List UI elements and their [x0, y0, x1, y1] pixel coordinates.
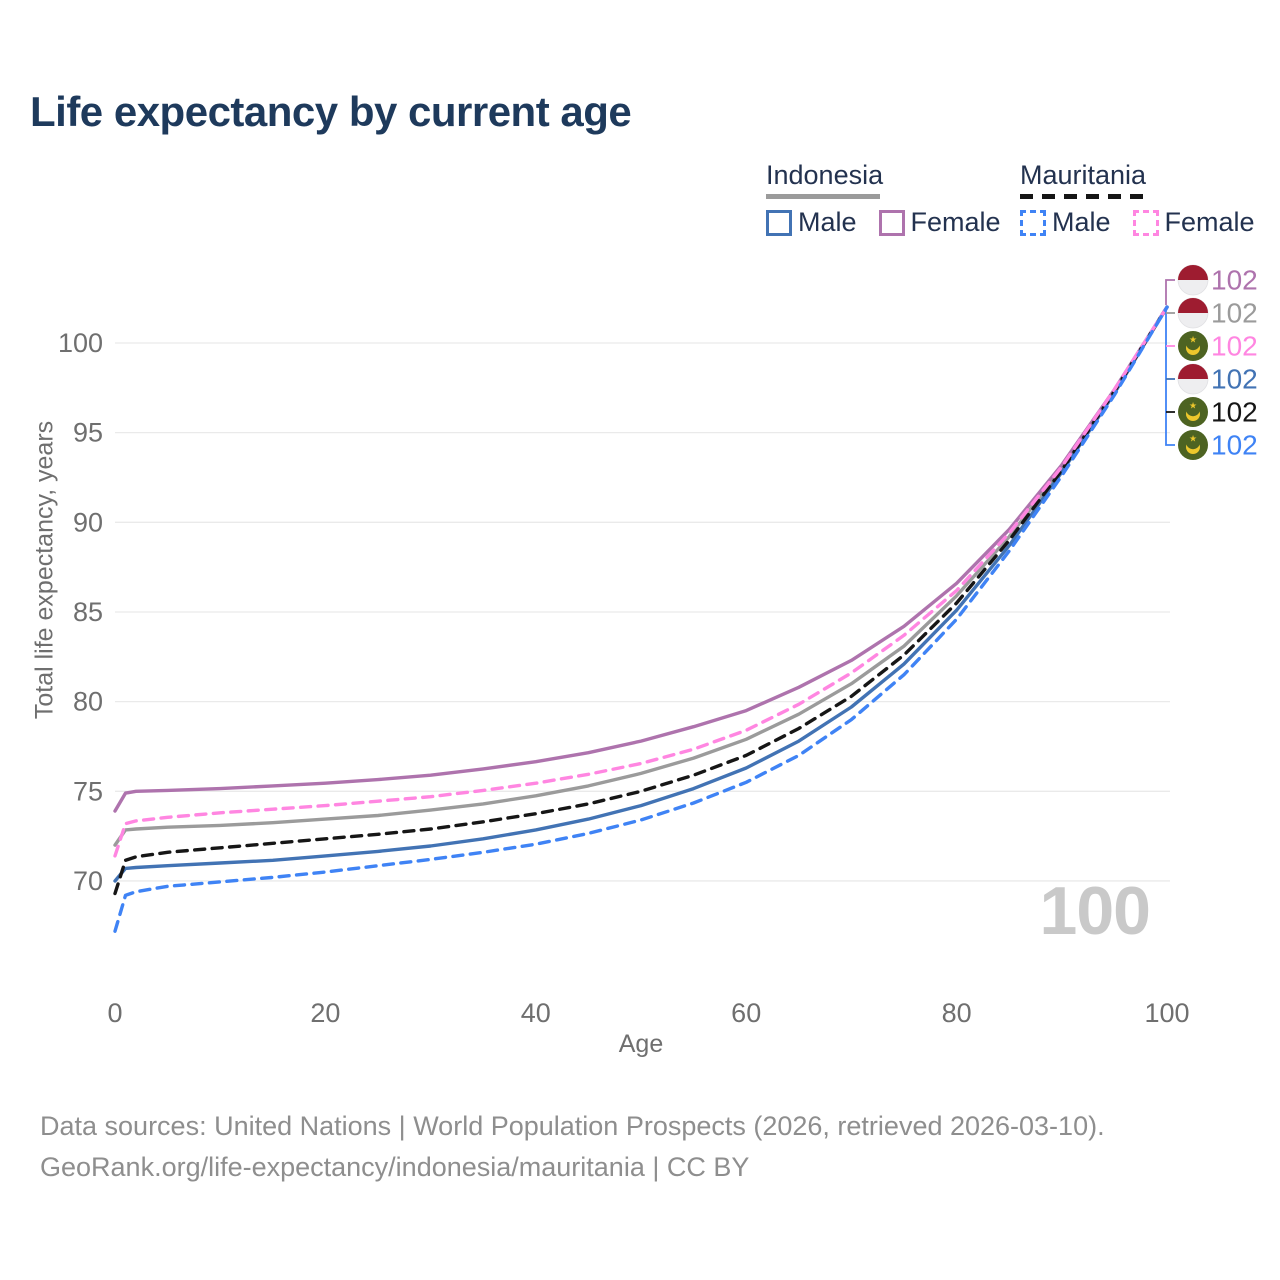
indonesia-flag-icon	[1177, 264, 1209, 296]
y-tick-label: 70	[73, 866, 103, 896]
legend-item-label: Female	[910, 207, 1001, 237]
y-tick-label: 100	[58, 328, 103, 358]
svg-text:★: ★	[1189, 401, 1197, 411]
series-line-idn_female	[113, 305, 1169, 813]
series-line-mrt_all	[113, 305, 1169, 896]
legend-item-indonesia-male[interactable]: Male	[766, 207, 857, 238]
footer: Data sources: United Nations | World Pop…	[40, 1106, 1105, 1188]
legend-swatch-icon	[1020, 209, 1046, 236]
end-value-label-idn_female: 102	[1211, 265, 1258, 296]
x-tick-label: 0	[107, 998, 122, 1028]
svg-text:★: ★	[1189, 335, 1197, 345]
x-tick-label: 100	[1144, 998, 1189, 1028]
legend-item-indonesia-female[interactable]: Female	[878, 207, 1001, 238]
legend-item-mauritania-female[interactable]: Female	[1132, 207, 1255, 238]
end-value-label-mrt_male: 102	[1211, 430, 1258, 461]
y-tick-label: 90	[73, 507, 103, 537]
legend-item-label: Female	[1164, 207, 1255, 237]
y-axis-title: Total life expectancy, years	[30, 420, 59, 720]
leader-line-mrt_male	[1165, 309, 1175, 446]
legend-items-mauritania: Male Female	[1020, 207, 1255, 238]
legend-swatch-icon	[766, 209, 792, 236]
end-value-label-mrt_female: 102	[1211, 331, 1258, 362]
y-tick-label: 95	[73, 418, 103, 448]
legend-swatch-icon	[878, 209, 905, 236]
series-line-idn_all	[113, 305, 1169, 847]
indonesia-flag-icon	[1177, 363, 1209, 395]
mauritania-flag-icon: ★	[1178, 331, 1208, 361]
indonesia-flag-icon	[1177, 297, 1209, 329]
x-tick-label: 60	[731, 998, 761, 1028]
footer-data-sources: Data sources: United Nations | World Pop…	[40, 1111, 1105, 1141]
mauritania-flag-icon: ★	[1178, 397, 1208, 427]
x-axis-title: Age	[618, 1030, 664, 1058]
legend-item-label: Male	[798, 207, 857, 237]
legend-swatch-icon	[1132, 209, 1159, 236]
end-value-label-idn_all: 102	[1211, 298, 1258, 329]
current-age-watermark: 100	[1039, 873, 1151, 949]
end-value-label-idn_male: 102	[1211, 364, 1258, 395]
mauritania-flag-icon: ★	[1178, 430, 1208, 460]
series-line-mrt_male	[113, 305, 1169, 933]
page-title: Life expectancy by current age	[30, 88, 632, 135]
x-tick-label: 20	[310, 998, 340, 1028]
legend-group-mauritania: Mauritania Male Female	[1020, 160, 1255, 238]
svg-text:★: ★	[1189, 434, 1197, 444]
legend-group-indonesia: Indonesia Male Female	[766, 160, 1001, 238]
y-tick-label: 80	[73, 687, 103, 717]
legend-item-label: Male	[1052, 207, 1111, 237]
legend-title-indonesia: Indonesia	[766, 160, 884, 190]
end-value-label-mrt_all: 102	[1211, 397, 1258, 428]
footer-attribution: GeoRank.org/life-expectancy/indonesia/ma…	[40, 1152, 750, 1182]
y-tick-label: 85	[73, 597, 103, 627]
leader-line-idn_female	[1165, 279, 1175, 306]
y-tick-label: 75	[73, 776, 103, 806]
series-line-mrt_female	[113, 305, 1169, 858]
legend-item-mauritania-male[interactable]: Male	[1020, 207, 1111, 238]
legend-title-mauritania: Mauritania	[1020, 160, 1147, 190]
mauritania-line-style-sample	[1020, 194, 1148, 199]
series-line-idn_male	[113, 305, 1169, 883]
indonesia-line-style-sample	[766, 194, 880, 199]
x-tick-label: 40	[521, 998, 551, 1028]
legend-items-indonesia: Male Female	[766, 207, 1001, 238]
x-tick-label: 80	[942, 998, 972, 1028]
